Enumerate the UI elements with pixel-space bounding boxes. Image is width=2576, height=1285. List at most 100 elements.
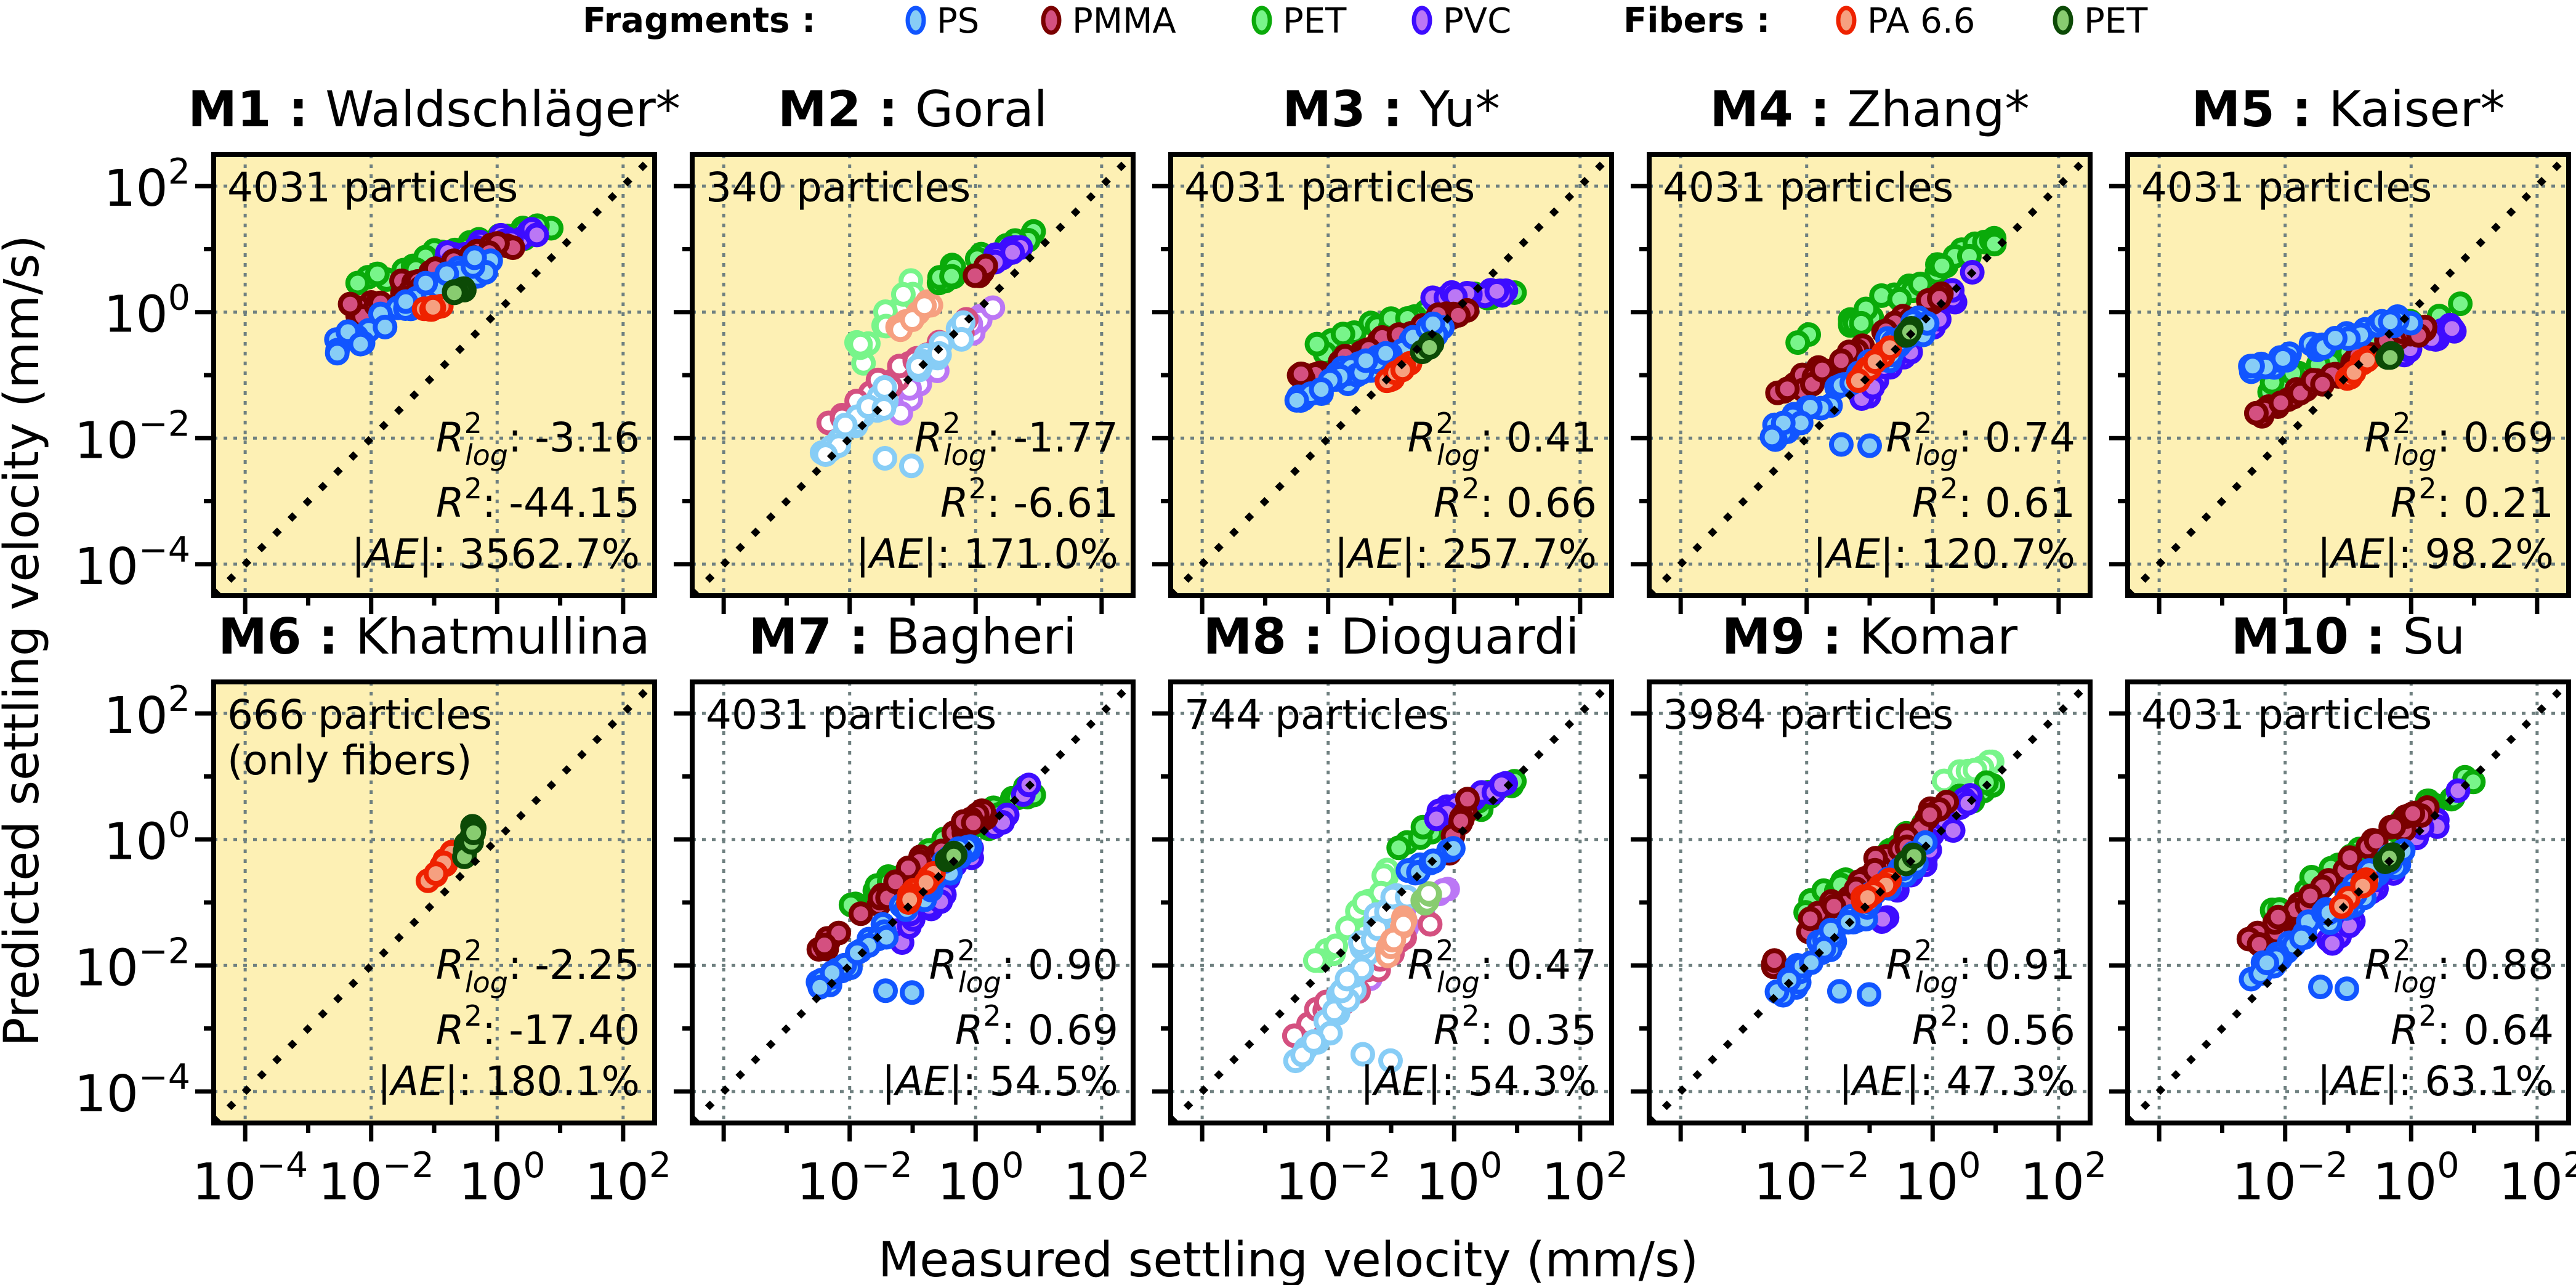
tick-base: 10 [937,1153,1001,1212]
abs-error-value: 63.1% [2425,1058,2554,1105]
model-name: Komar [1859,608,2017,665]
data-point-PVC [1955,790,1980,816]
legend-marker-PS [905,6,926,35]
model-name: Bagheri [886,608,1077,665]
abs-error-metric: |AE|: 257.7% [1334,530,1597,578]
abs-error-metric: |AE|: 63.1% [2317,1058,2554,1105]
data-point-PS [1373,341,1399,366]
one-to-one-line [2128,155,2569,596]
data-point-PMMA [2381,814,2407,839]
panel-title: M1 : Waldschläger* [188,81,680,138]
x-tick-label: 102 [2499,1145,2576,1212]
model-id: M5 [2191,81,2274,138]
tick-exponent: 2 [1606,1145,1628,1186]
y-tick-label: 10−2 [75,931,190,997]
panel-title: M4 : Zhang* [1710,81,2030,138]
data-point-PVC [1484,278,1509,304]
particle-count: 4031 particles [1184,164,1475,211]
r2-log-value: -3.16 [535,414,640,461]
data-point-PMMA [337,291,363,317]
data-point-PET-hollow [1335,915,1360,941]
r2-value: -6.61 [1013,479,1118,527]
particle-count: 3984 particles [1663,691,1953,739]
r2-log-value: 0.47 [1506,941,1597,989]
legend-fragments-heading: Fragments : [583,1,815,41]
data-point-PS [348,331,373,357]
data-point-PETf [461,821,487,846]
data-point-PVC [2320,931,2345,956]
title-separator: : [2275,81,2329,138]
data-point-PS [1353,348,1378,373]
data-point-PMMA-hollow [1418,912,1443,937]
r2-value: 0.21 [2463,479,2554,527]
data-point-PS [2255,951,2280,976]
x-tick-label: 100 [1416,1145,1503,1212]
scatter-points [415,814,487,893]
data-point-PS [1309,377,1334,402]
r2-value: -17.40 [509,1007,640,1054]
tick-base: 10 [103,687,168,745]
r2-log-metric: R2 log: 0.47 [1408,934,1597,999]
title-separator: : [832,608,886,665]
data-point-PVC [1940,818,1966,843]
data-point-PMMA [963,263,988,288]
tick-exponent: −2 [139,403,190,444]
data-point-PMMA [1822,894,1847,919]
r2-log-metric: R2 log: -1.77 [915,407,1118,472]
y-axis-label: Predicted settling velocity (mm/s) [0,235,50,1046]
model-name: Su [2403,608,2465,665]
model-id: M9 [1722,608,1805,665]
abs-error-value: 54.3% [1468,1058,1597,1105]
y-tick-label: 10−4 [75,530,190,596]
data-point-PET [1849,310,1874,336]
y-tick-label: 102 [103,679,190,745]
r2-log-metric: R2 log: 0.91 [1886,934,2075,999]
data-point-PMMA [2298,883,2323,909]
tick-base: 10 [75,939,139,997]
one-to-one-line [2128,682,2569,1123]
title-separator: : [1366,81,1420,138]
model-name: Yu* [1419,81,1500,138]
tick-exponent: −2 [861,1145,913,1186]
tick-exponent: 0 [1958,1145,1980,1186]
x-tick-label: 102 [2021,1145,2107,1212]
tick-exponent: −4 [139,1057,190,1098]
legend-label-PA: PA 6.6 [1867,1,1975,41]
x-tick-label: 10−4 [192,1145,308,1212]
r2-log-metric: R2 log: 0.41 [1408,407,1597,472]
scatter-points [1759,225,2007,458]
particle-count: 744 particles [1184,691,1449,739]
data-point-PS-hollow [833,413,858,438]
model-id: M2 [778,81,861,138]
tick-exponent: 2 [649,1145,671,1186]
legend-marker-PETf [2053,6,2073,35]
data-point-PET [1330,322,1355,347]
scatter-points [1761,749,2006,1008]
x-tick-label: 10−2 [318,1145,434,1212]
r2-log-metric: R2 log: -3.16 [436,407,640,472]
data-point-PS [873,978,898,1003]
r2-metric: R2: 0.21 [2391,472,2554,527]
tick-exponent: 0 [2437,1145,2459,1186]
data-point-PS-hollow [1378,1048,1403,1073]
y-tick-label: 100 [103,278,190,344]
r2-log-value: 0.90 [1028,941,1118,989]
tick-exponent: 2 [1128,1145,1150,1186]
panel-title: M5 : Kaiser* [2191,81,2505,138]
panel-title: M7 : Bagheri [749,608,1077,665]
scatter-points [2236,764,2486,1002]
tick-exponent: −2 [139,931,190,971]
tick-base: 10 [797,1153,861,1212]
y-tick-label: 10−4 [75,1057,190,1124]
data-point-PS [2322,326,2348,351]
data-point-PS [2240,354,2265,379]
tick-base: 10 [585,1153,649,1212]
model-name: Khatmullina [355,608,650,665]
x-tick-label: 102 [1542,1145,1629,1212]
data-point-PMMA [812,933,837,958]
